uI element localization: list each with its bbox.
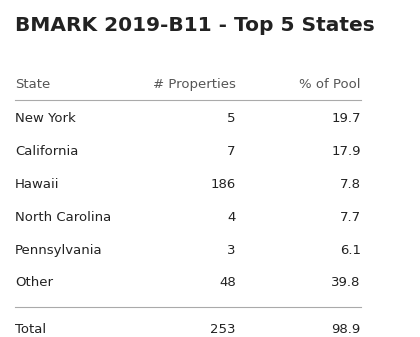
Text: % of Pool: % of Pool <box>299 78 361 91</box>
Text: 48: 48 <box>219 276 236 289</box>
Text: 3: 3 <box>227 244 236 256</box>
Text: 7: 7 <box>227 145 236 158</box>
Text: 5: 5 <box>227 112 236 125</box>
Text: 39.8: 39.8 <box>331 276 361 289</box>
Text: State: State <box>15 78 50 91</box>
Text: California: California <box>15 145 79 158</box>
Text: 186: 186 <box>210 178 236 190</box>
Text: Hawaii: Hawaii <box>15 178 60 190</box>
Text: 6.1: 6.1 <box>340 244 361 256</box>
Text: 19.7: 19.7 <box>331 112 361 125</box>
Text: BMARK 2019-B11 - Top 5 States: BMARK 2019-B11 - Top 5 States <box>15 16 375 35</box>
Text: 253: 253 <box>210 323 236 336</box>
Text: 17.9: 17.9 <box>331 145 361 158</box>
Text: 98.9: 98.9 <box>331 323 361 336</box>
Text: Total: Total <box>15 323 46 336</box>
Text: North Carolina: North Carolina <box>15 211 111 223</box>
Text: 7.8: 7.8 <box>340 178 361 190</box>
Text: 7.7: 7.7 <box>340 211 361 223</box>
Text: Pennsylvania: Pennsylvania <box>15 244 103 256</box>
Text: New York: New York <box>15 112 76 125</box>
Text: Other: Other <box>15 276 53 289</box>
Text: # Properties: # Properties <box>153 78 236 91</box>
Text: 4: 4 <box>227 211 236 223</box>
